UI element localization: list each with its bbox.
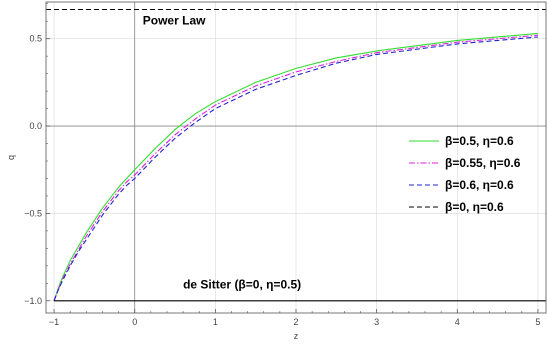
y-tick-label: 0.5 — [29, 34, 42, 44]
axis-ticks: −1 0 1 2 3 4 5 −1.0 −0.5 0.0 0.5 — [24, 3, 540, 327]
x-tick-label: 4 — [455, 317, 460, 327]
y-tick-label: −0.5 — [24, 208, 42, 218]
series-line-2 — [53, 36, 538, 301]
y-axis-label: q — [6, 155, 16, 160]
legend-label-2: β=0.6, η=0.6 — [445, 178, 514, 192]
series-lines — [46, 8, 546, 302]
legend: β=0.5, η=0.6 β=0.55, η=0.6 β=0.6, η=0.6 β=0… — [409, 134, 521, 214]
y-tick-label: −1.0 — [24, 296, 42, 306]
x-tick-label: 5 — [535, 317, 540, 327]
x-tick-label: 1 — [213, 317, 218, 327]
annotation-0: Power Law — [143, 14, 206, 28]
annotation-1: de Sitter (β=0, η=0.5) — [183, 278, 301, 292]
x-tick-label: 3 — [374, 317, 379, 327]
x-tick-label: −1 — [49, 317, 59, 327]
annotations: Power Law de Sitter (β=0, η=0.5) — [143, 14, 301, 292]
x-tick-label: 0 — [132, 317, 137, 327]
legend-label-3: β=0, η=0.6 — [445, 200, 504, 214]
x-tick-label: 2 — [293, 317, 298, 327]
x-axis-label: z — [294, 331, 299, 341]
legend-label-0: β=0.5, η=0.6 — [445, 134, 514, 148]
zero-axes — [46, 2, 546, 313]
series-line-0 — [53, 32, 538, 301]
series-line-1 — [53, 34, 538, 301]
legend-label-1: β=0.55, η=0.6 — [445, 156, 521, 170]
y-tick-label: 0.0 — [29, 121, 42, 131]
